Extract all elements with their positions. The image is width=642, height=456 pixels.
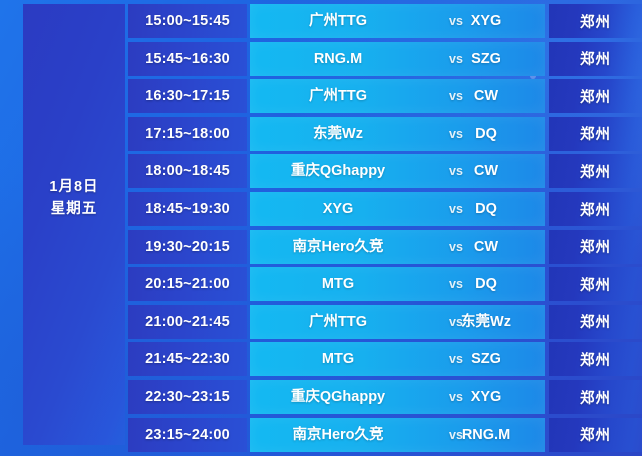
match-time: 15:45~16:30 (128, 41, 247, 76)
team-b-name: CW (473, 163, 499, 180)
venue-name: 郑州 (549, 154, 642, 189)
date-column: 1月8日 星期五 (23, 4, 125, 445)
match-cell[interactable]: RNG.M vs SZG (250, 41, 545, 76)
venue-name: 郑州 (549, 4, 642, 38)
match-cell[interactable]: 重庆QGhappy vs CW (250, 154, 545, 189)
team-b-name: RNG.M (461, 426, 511, 443)
venue-name: 郑州 (549, 192, 642, 226)
team-a-name: 东莞Wz (313, 125, 363, 142)
team-a-name: MTG (321, 276, 355, 293)
match-cell[interactable]: 南京Hero久竞 vs RNG.M (250, 417, 545, 452)
vs-label: vs (449, 277, 463, 292)
team-b-name: 东莞Wz (461, 313, 511, 330)
vs-label: vs (449, 51, 463, 66)
table-row[interactable]: 18:00~18:45 重庆QGhappy vs CW 郑州 (0, 154, 642, 189)
match-time: 15:00~15:45 (128, 4, 247, 38)
team-b-name: DQ (475, 201, 497, 217)
vs-label: vs (449, 89, 463, 104)
match-time: 18:00~18:45 (128, 154, 247, 189)
match-time: 23:15~24:00 (128, 417, 247, 452)
match-cell[interactable]: 重庆QGhappy vs XYG (250, 380, 545, 414)
venue-name: 郑州 (549, 267, 642, 302)
date-label: 1月8日 (49, 179, 99, 196)
venue-name: 郑州 (549, 229, 642, 264)
table-row[interactable]: 23:15~24:00 南京Hero久竞 vs RNG.M 郑州 (0, 417, 642, 452)
match-time: 21:45~22:30 (128, 342, 247, 377)
vs-label: vs (449, 202, 463, 216)
team-a-name: 重庆QGhappy (290, 389, 386, 405)
venue-name: 郑州 (549, 41, 642, 76)
vs-label: vs (449, 239, 463, 254)
table-row[interactable]: 15:45~16:30 RNG.M vs SZG 郑州 (0, 41, 642, 76)
vs-label: vs (449, 427, 463, 442)
team-b-name: SZG (471, 50, 501, 67)
match-time: 21:00~21:45 (128, 304, 247, 339)
match-time: 17:15~18:00 (128, 116, 247, 151)
table-row[interactable]: 16:30~17:15 广州TTG vs CW 郑州 (0, 79, 642, 114)
match-cell[interactable]: MTG vs SZG (250, 342, 545, 377)
venue-name: 郑州 (549, 116, 642, 151)
weekday-label: 星期五 (50, 200, 98, 217)
match-cell[interactable]: 南京Hero久竞 vs CW (250, 229, 545, 264)
vs-label: vs (449, 14, 463, 28)
table-row[interactable]: 20:15~21:00 MTG vs DQ 郑州 (0, 267, 642, 302)
team-b-name: DQ (475, 125, 497, 142)
venue-name: 郑州 (549, 79, 642, 114)
table-row[interactable]: 21:00~21:45 广州TTG vs 东莞Wz 郑州 (0, 304, 642, 339)
team-b-name: CW (473, 238, 499, 255)
match-time: 19:30~20:15 (128, 229, 247, 264)
vs-label: vs (449, 164, 463, 179)
team-a-name: 南京Hero久竞 (292, 426, 384, 443)
match-time: 16:30~17:15 (128, 79, 247, 114)
venue-name: 郑州 (549, 380, 642, 414)
team-b-name: XYG (470, 13, 502, 29)
vs-label: vs (449, 314, 463, 329)
team-a-name: RNG.M (313, 50, 363, 67)
match-time: 18:45~19:30 (128, 192, 247, 226)
team-a-name: XYG (322, 201, 354, 217)
venue-name: 郑州 (549, 304, 642, 339)
match-cell[interactable]: 广州TTG vs XYG (250, 4, 545, 38)
table-row[interactable]: 19:30~20:15 南京Hero久竞 vs CW 郑州 (0, 229, 642, 264)
table-row[interactable]: 22:30~23:15 重庆QGhappy vs XYG 郑州 (0, 380, 642, 414)
match-cell[interactable]: XYG vs DQ (250, 192, 545, 226)
match-cell[interactable]: 广州TTG vs 东莞Wz (250, 304, 545, 339)
team-a-name: MTG (321, 351, 355, 368)
team-a-name: 重庆QGhappy (290, 163, 386, 180)
table-row[interactable]: 18:45~19:30 XYG vs DQ 郑州 (0, 192, 642, 226)
team-a-name: 广州TTG (309, 88, 367, 105)
team-b-name: SZG (471, 351, 501, 368)
match-time: 20:15~21:00 (128, 267, 247, 302)
match-time: 22:30~23:15 (128, 380, 247, 414)
table-row[interactable]: 21:45~22:30 MTG vs SZG 郑州 (0, 342, 642, 377)
match-cell[interactable]: 东莞Wz vs DQ (250, 116, 545, 151)
team-b-name: DQ (475, 276, 497, 293)
team-b-name: XYG (470, 389, 502, 405)
table-row[interactable]: 15:00~15:45 广州TTG vs XYG 郑州 (0, 4, 642, 38)
match-cell[interactable]: MTG vs DQ (250, 267, 545, 302)
vs-label: vs (449, 390, 463, 404)
team-a-name: 广州TTG (309, 313, 367, 330)
vs-label: vs (449, 126, 463, 141)
team-b-name: CW (473, 88, 499, 105)
team-a-name: 南京Hero久竞 (292, 238, 384, 255)
team-a-name: 广州TTG (309, 13, 367, 29)
vs-label: vs (449, 352, 463, 367)
venue-name: 郑州 (549, 417, 642, 452)
venue-name: 郑州 (549, 342, 642, 377)
table-row[interactable]: 17:15~18:00 东莞Wz vs DQ 郑州 (0, 116, 642, 151)
match-cell[interactable]: 广州TTG vs CW (250, 79, 545, 114)
